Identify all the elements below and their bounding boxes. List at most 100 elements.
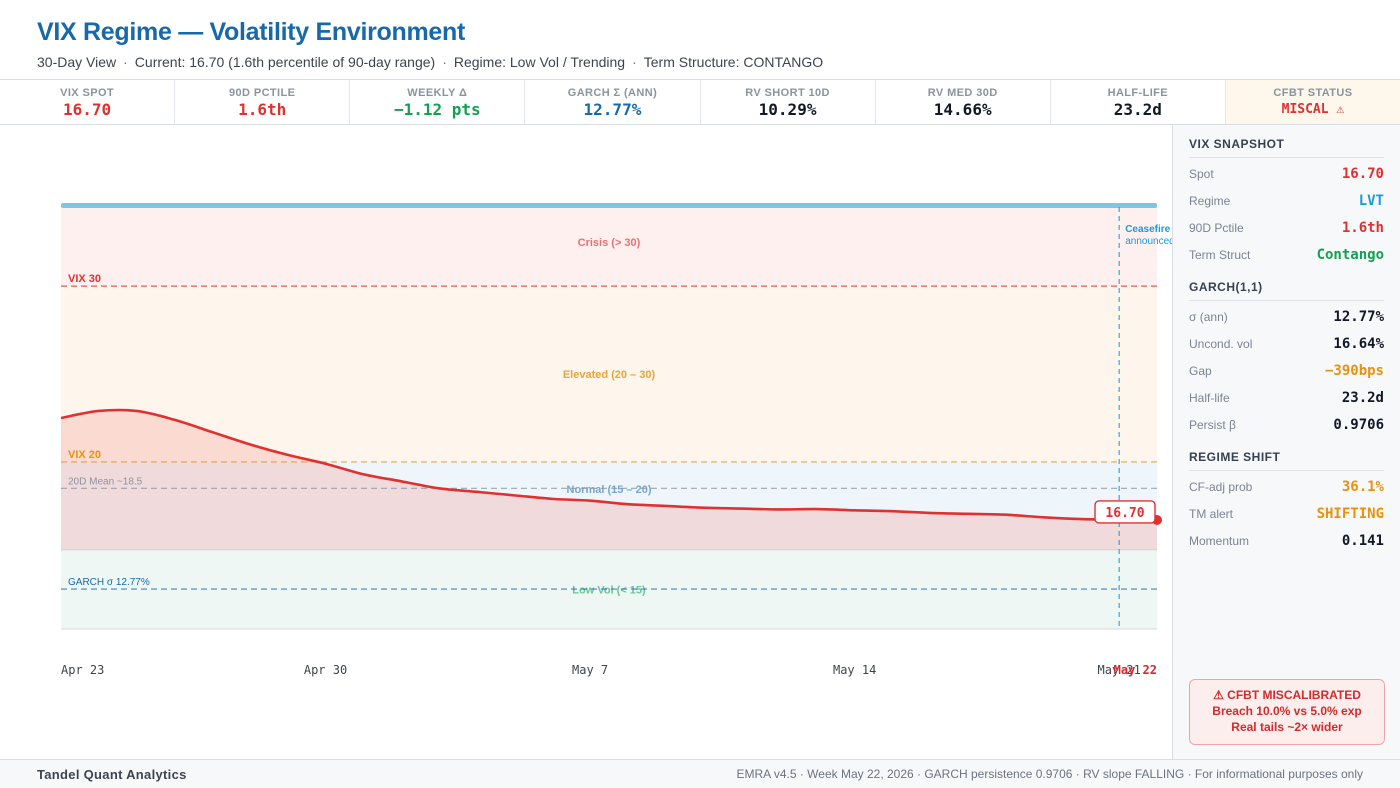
kpi-value: MISCAL ⚠ [1281, 102, 1345, 117]
kpi-label: VIX SPOT [60, 87, 115, 99]
data-point-7 [324, 463, 326, 465]
footer: Tandel Quant Analytics EMRA v4.5 · Week … [0, 759, 1400, 788]
event-label-line-2: announced [1125, 236, 1172, 247]
subtitle-term-structure: Term Structure: CONTANGO [643, 54, 824, 70]
subtitle-separator: · [632, 54, 637, 70]
data-point-0 [60, 417, 62, 419]
data-point-16 [664, 505, 666, 507]
x-tick-label-1: Apr 30 [304, 663, 347, 677]
regime-label-1: Elevated (20 – 30) [563, 369, 656, 381]
data-point-11 [476, 491, 478, 493]
kpi-label: GARCH Σ (ANN) [567, 87, 658, 99]
data-point-20 [816, 508, 818, 510]
regime-label-0: Crisis (> 30) [578, 237, 641, 249]
row-label: Half-life [1189, 391, 1230, 405]
regime-label-2: Normal (15 – 20) [567, 484, 652, 496]
kpi-vix-spot: VIX SPOT 16.70 [0, 80, 176, 124]
row-value: 16.64% [1333, 336, 1384, 352]
row-label: Uncond. vol [1189, 337, 1253, 351]
data-point-8 [362, 473, 364, 475]
garch-row-gap: Gap −390bps [1189, 363, 1384, 390]
data-point-19 [778, 508, 780, 510]
x-tick-label-3: May 14 [833, 663, 876, 677]
row-label: TM alert [1189, 507, 1234, 521]
row-label: Persist β [1189, 418, 1236, 432]
regime-shift-rows: CF-adj prob 36.1% TM alert SHIFTING Moment… [1189, 479, 1384, 560]
data-point-10 [438, 487, 440, 489]
regime-band-1 [61, 286, 1157, 462]
subtitle-view: 30-Day View [37, 54, 117, 70]
garch-row-half-life: Half-life 23.2d [1189, 390, 1384, 417]
reference-label-0: VIX 30 [68, 273, 101, 285]
data-point-6 [287, 454, 289, 456]
snapshot-row-spot: Spot 16.70 [1189, 166, 1384, 193]
data-point-4 [211, 431, 213, 433]
x-tick-label-0: Apr 23 [61, 663, 104, 677]
snapshot-title: VIX SNAPSHOT [1189, 137, 1384, 158]
kpi-value: 16.70 [62, 100, 112, 119]
data-point-3 [173, 419, 175, 421]
data-point-13 [551, 498, 553, 500]
row-label: 90D Pctile [1189, 221, 1244, 235]
chart-top-bar [61, 203, 1157, 208]
row-value: 0.9706 [1333, 417, 1384, 433]
reference-label-1: VIX 20 [68, 449, 101, 461]
x-tick-label-5: May 22 [1114, 663, 1157, 677]
kpi-rv-med: RV MED 30D 14.66% [876, 80, 1051, 124]
row-value: 23.2d [1341, 390, 1384, 406]
row-value: Contango [1316, 247, 1384, 263]
kpi-label: RV MED 30D [927, 87, 998, 99]
kpi-value: 14.66% [933, 100, 992, 119]
reference-label-2: 20D Mean ~18.5 [68, 476, 143, 487]
row-value: 36.1% [1341, 479, 1384, 495]
subtitle: 30-Day View · Current: 16.70 (1.6th percen… [37, 54, 1363, 70]
row-label: Momentum [1189, 534, 1250, 548]
alert-line-1: ⚠ CFBT MISCALIBRATED [1213, 688, 1361, 702]
alert-line-2: Breach 10.0% vs 5.0% exp [1212, 704, 1362, 718]
data-point-17 [702, 506, 704, 508]
row-value: 12.77% [1333, 309, 1384, 325]
cfbt-alert: ⚠ CFBT MISCALIBRATED Breach 10.0% vs 5.0… [1189, 679, 1385, 745]
row-value: LVT [1358, 193, 1384, 209]
data-point-21 [853, 509, 855, 511]
sidebar: VIX SNAPSHOT Spot 16.70 Regime LVT 90D Pct… [1172, 125, 1400, 759]
data-point-12 [513, 494, 515, 496]
subtitle-regime: Regime: Low Vol / Trending [453, 54, 626, 70]
regime-band-2 [61, 461, 1157, 550]
row-label: Regime [1189, 194, 1231, 208]
row-label: Term Struct [1189, 248, 1251, 262]
alert-line-3: Real tails ~2× wider [1231, 720, 1343, 734]
footer-brand: Tandel Quant Analytics [37, 766, 187, 782]
series-line [60, 408, 1158, 522]
subtitle-separator: · [123, 54, 128, 70]
header: VIX Regime — Volatility Environment 30-D… [0, 0, 1400, 79]
kpi-label: CFBT STATUS [1273, 87, 1353, 99]
garch-title: GARCH(1,1) [1189, 280, 1384, 301]
data-point-27 [1080, 518, 1082, 520]
data-point-22 [891, 510, 893, 512]
data-point-25 [1005, 514, 1007, 516]
subtitle-separator: · [442, 54, 447, 70]
current-value-label: 16.70 [1105, 506, 1144, 521]
row-value: 1.6th [1341, 220, 1384, 236]
row-value: SHIFTING [1316, 506, 1384, 522]
vix-chart-panel: Crisis (> 30) Elevated (20 – 30) Normal (1… [0, 125, 1172, 759]
kpi-90d-pctile: 90D PCTILE 1.6th [175, 80, 351, 124]
x-tick-label-2: May 7 [572, 663, 608, 677]
current-value-box [1094, 500, 1156, 524]
kpi-label: HALF-LIFE [1107, 87, 1169, 99]
kpi-bar: VIX SPOT 16.70 90D PCTILE 1.6th WEEKLY Δ… [0, 79, 1400, 125]
row-label: Gap [1189, 364, 1212, 378]
footer-meta: EMRA v4.5 · Week May 22, 2026 · GARCH pe… [736, 767, 1363, 781]
row-value: −390bps [1324, 363, 1384, 379]
data-point-2 [135, 410, 137, 412]
garch-row-persist: Persist β 0.9706 [1189, 417, 1384, 444]
regime-row-prob: CF-adj prob 36.1% [1189, 479, 1384, 506]
series-area-fill [61, 409, 1157, 550]
reference-label-3: GARCH σ 12.77% [68, 577, 150, 588]
kpi-cfbt-status: CFBT STATUS MISCAL ⚠ [1225, 80, 1400, 124]
kpi-label: WEEKLY Δ [407, 87, 468, 99]
kpi-weekly-delta: WEEKLY Δ −1.12 pts [350, 80, 526, 124]
subtitle-current: Current: 16.70 (1.6th percentile of 90-d… [134, 54, 436, 70]
data-point-14 [589, 499, 591, 501]
